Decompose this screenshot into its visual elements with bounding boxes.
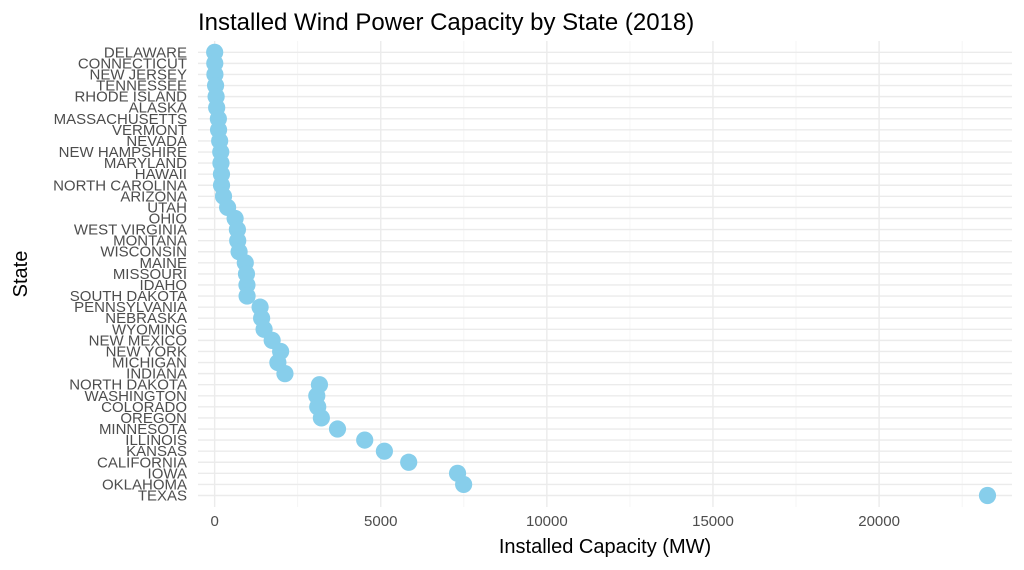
- y-tick-label: MISSOURI: [113, 266, 187, 283]
- y-tick-label: TEXAS: [138, 488, 187, 505]
- chart-title: Installed Wind Power Capacity by State (…: [198, 9, 694, 36]
- y-tick-label: WISCONSIN: [100, 244, 187, 261]
- y-tick-label: MARYLAND: [104, 155, 187, 172]
- data-points: [206, 43, 997, 505]
- y-tick-label: MICHIGAN: [112, 355, 187, 372]
- y-tick-label: DELAWARE: [104, 44, 187, 61]
- y-tick-label: NORTH CAROLINA: [53, 177, 187, 194]
- data-point: [455, 475, 473, 494]
- y-tick-label: KANSAS: [126, 443, 187, 460]
- y-tick-label: MINNESOTA: [99, 421, 187, 438]
- y-tick-label: INDIANA: [126, 366, 187, 383]
- y-tick-label: ALASKA: [129, 100, 187, 117]
- y-tick-label: NEW HAMPSHIRE: [59, 144, 187, 161]
- y-tick-label: NEVADA: [126, 133, 187, 150]
- y-tick-label: WASHINGTON: [84, 388, 187, 405]
- y-tick-label: IDAHO: [139, 277, 187, 294]
- data-point: [356, 431, 374, 449]
- y-tick-label: UTAH: [147, 199, 187, 216]
- y-tick-label: SOUTH DAKOTA: [70, 288, 187, 305]
- x-tick-label: 15000: [692, 513, 734, 530]
- x-tick-label: 20000: [858, 513, 900, 530]
- y-tick-label: COLORADO: [101, 399, 187, 416]
- y-tick-label: RHODE ISLAND: [74, 89, 187, 106]
- y-tick-label: IOWA: [148, 465, 187, 482]
- y-tick-label: MONTANA: [113, 233, 187, 250]
- y-tick-label: ILLINOIS: [125, 432, 187, 449]
- y-tick-label: NEW YORK: [106, 343, 187, 360]
- y-tick-label: CALIFORNIA: [97, 454, 187, 471]
- y-tick-label: NEW MEXICO: [89, 332, 187, 349]
- y-tick-label: CONNECTICUT: [78, 55, 187, 72]
- y-tick-label: PENNSYLVANIA: [74, 299, 187, 316]
- data-point: [276, 365, 294, 383]
- y-tick-label: OHIO: [149, 211, 187, 228]
- y-tick-label: ARIZONA: [120, 188, 187, 205]
- data-point: [978, 486, 997, 505]
- y-tick-label: OREGON: [120, 410, 187, 427]
- y-tick-label: MAINE: [139, 255, 187, 272]
- y-tick-label: OKLAHOMA: [102, 476, 187, 493]
- y-tick-label: MASSACHUSETTS: [54, 111, 187, 128]
- y-tick-label: WYOMING: [112, 321, 187, 338]
- y-tick-label: HAWAII: [135, 166, 187, 183]
- y-tick-label: NEBRASKA: [105, 310, 187, 327]
- y-tick-label: NORTH DAKOTA: [69, 377, 187, 394]
- x-tick-label: 5000: [364, 513, 397, 530]
- data-point: [312, 409, 330, 427]
- x-axis-title: Installed Capacity (MW): [499, 536, 711, 558]
- data-point: [328, 420, 347, 438]
- x-tick-labels: 0 5000 10000 15000 20000: [210, 513, 900, 530]
- y-tick-label: TENNESSEE: [96, 78, 187, 95]
- x-tick-label: 10000: [526, 513, 568, 530]
- y-tick-label: WEST VIRGINIA: [74, 222, 187, 239]
- y-tick-label: VERMONT: [112, 122, 187, 139]
- data-point: [375, 442, 393, 460]
- data-point: [400, 453, 418, 471]
- y-tick-label: NEW JERSEY: [89, 66, 187, 83]
- data-point: [238, 287, 256, 305]
- x-tick-label: 0: [210, 513, 218, 530]
- grid: [198, 41, 1012, 507]
- y-axis-title: State: [10, 251, 32, 298]
